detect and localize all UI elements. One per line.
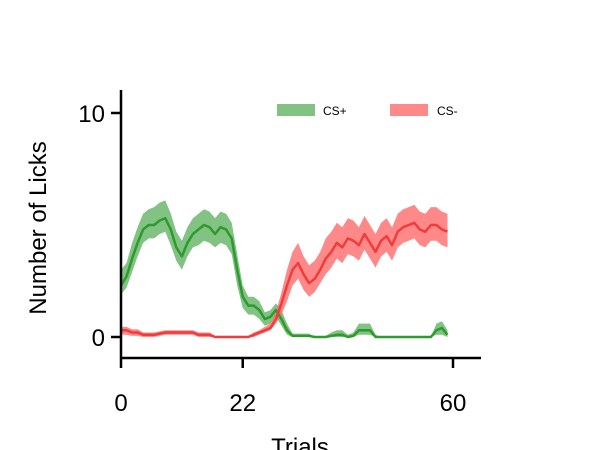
line-cs-minus: [121, 221, 448, 339]
legend-swatch: [390, 104, 428, 116]
x-tick-label: 60: [440, 390, 467, 417]
x-axis-title: Trials: [271, 434, 329, 450]
legend: CS+ CS-: [277, 104, 458, 118]
line-cs-plus: [119, 217, 449, 339]
x-ticks: 0 22 60: [114, 358, 466, 417]
confidence-bands: [121, 200, 448, 337]
series-lines: [119, 217, 449, 339]
x-tick-label: 0: [114, 390, 127, 417]
legend-swatch: [277, 104, 315, 116]
band-cs-plus: [121, 200, 448, 337]
y-tick-label: 0: [92, 325, 105, 352]
y-axis-title: Number of Licks: [25, 141, 52, 314]
y-ticks: 0 10: [78, 101, 121, 352]
legend-label: CS-: [437, 104, 458, 118]
x-tick-label: 22: [229, 390, 256, 417]
y-tick-label: 10: [78, 101, 105, 128]
legend-label: CS+: [323, 104, 347, 118]
